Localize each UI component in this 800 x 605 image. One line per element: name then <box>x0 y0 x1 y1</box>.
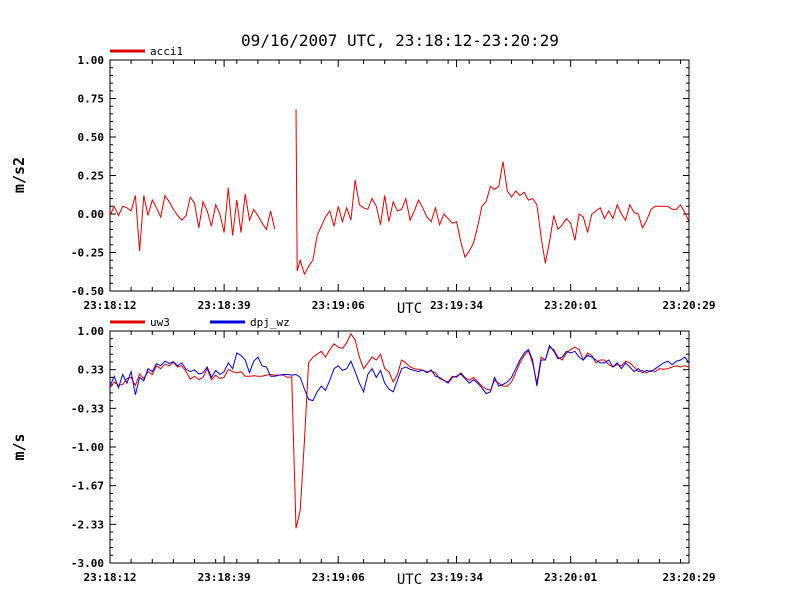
y-tick-label: 0.50 <box>78 131 105 144</box>
x-tick-label: 23:18:12 <box>84 299 137 312</box>
y-tick-label: 1.00 <box>78 54 105 67</box>
y-tick-label: -3.00 <box>71 557 104 570</box>
legend-label: dpj_wz <box>250 316 290 329</box>
x-tick-label: 23:18:12 <box>84 571 137 584</box>
x-axis-label: UTC <box>397 301 422 317</box>
legend-label: acci1 <box>150 45 183 58</box>
y-tick-label: 0.75 <box>78 93 105 106</box>
x-tick-label: 23:20:01 <box>544 299 597 312</box>
x-tick-label: 23:20:01 <box>544 571 597 584</box>
series-line-dpj_wz <box>109 344 690 402</box>
y-tick-label: 0.33 <box>78 364 105 377</box>
y-tick-label: 0.25 <box>78 170 105 183</box>
x-tick-label: 23:19:34 <box>430 299 483 312</box>
y-tick-label: -2.33 <box>71 518 104 531</box>
series-line-uw3 <box>109 332 690 529</box>
y-tick-label: 0.00 <box>78 208 105 221</box>
y-tick-label: -0.33 <box>71 402 104 415</box>
x-tick-label: 23:19:06 <box>312 299 365 312</box>
x-tick-label: 23:18:39 <box>198 571 251 584</box>
x-tick-label: 23:18:39 <box>198 299 251 312</box>
x-tick-label: 23:19:06 <box>312 571 365 584</box>
y-axis-label: m/s <box>10 433 28 460</box>
y-tick-label: -1.00 <box>71 441 104 454</box>
x-axis-label: UTC <box>397 572 422 588</box>
chart-title: 09/16/2007 UTC, 23:18:12-23:20:29 <box>241 31 559 50</box>
y-tick-label: -1.67 <box>71 480 104 493</box>
bottom-panel: 1.00 0.33 -0.33 -1.00 -1.67 -2.33 -3.0023:18:1… <box>10 316 715 588</box>
y-tick-label: 1.00 <box>78 325 105 338</box>
y-tick-label: -0.25 <box>71 247 104 260</box>
x-tick-label: 23:19:34 <box>430 571 483 584</box>
plot-frame <box>109 59 690 292</box>
series-line-acci1 <box>295 109 690 276</box>
x-tick-label: 23:20:29 <box>663 299 716 312</box>
legend-label: uw3 <box>150 316 170 329</box>
x-tick-label: 23:20:29 <box>663 571 716 584</box>
series-line-acci1 <box>109 187 276 252</box>
y-tick-label: -0.50 <box>71 285 104 298</box>
y-axis-label: m/s2 <box>10 157 28 193</box>
